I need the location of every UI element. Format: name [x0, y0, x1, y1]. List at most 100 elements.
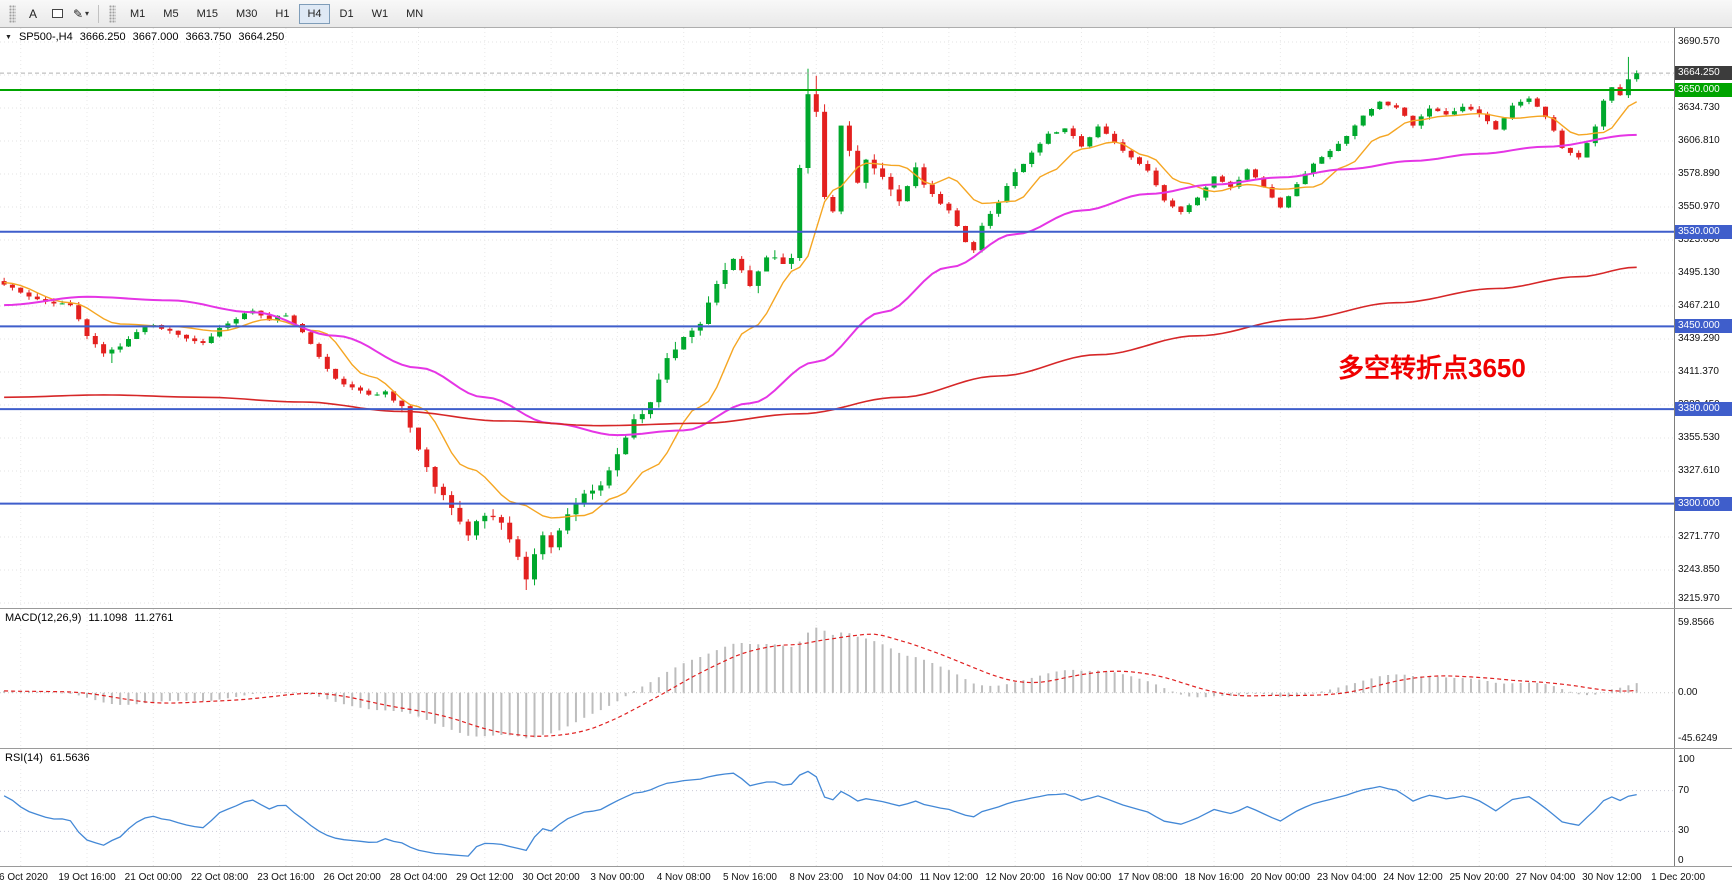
timeframe-button-W1[interactable]: W1: [364, 4, 397, 24]
macd-signal-line: [4, 633, 1637, 737]
rsi-axis-label: 30: [1678, 825, 1690, 837]
macd-axis-label: 0.00: [1678, 686, 1698, 698]
time-axis-label: 24 Nov 12:00: [1383, 872, 1443, 883]
macd-label: MACD(12,26,9) 11.1098 11.2761: [5, 612, 173, 624]
chart-annotation-text[interactable]: 多空转折点3650: [1338, 353, 1526, 383]
rsi-label: RSI(14) 61.5636: [5, 752, 90, 764]
price-axis-label: 3634.730: [1678, 102, 1720, 113]
time-axis-label: 23 Oct 16:00: [257, 872, 315, 883]
timeframe-button-MN[interactable]: MN: [398, 4, 431, 24]
price-axis-label: 3495.130: [1678, 267, 1720, 279]
shapes-tool-button[interactable]: [45, 3, 69, 25]
ohlc-low: 3663.750: [185, 31, 232, 43]
time-axis-label: 17 Nov 08:00: [1118, 872, 1178, 883]
rsi-axis-label: 100: [1678, 754, 1695, 765]
price-axis-label: 3578.890: [1678, 168, 1720, 179]
price-axis-label: 3271.770: [1678, 531, 1720, 543]
ma-slow-red: [4, 266, 1637, 427]
rsi-axis[interactable]: 100 70 30 0: [1674, 749, 1732, 866]
price-axis-label: 3355.530: [1678, 432, 1720, 444]
time-axis[interactable]: 16 Oct 2020 19 Oct 16:00 21 Oct 00:00 22 Oc…: [0, 866, 1732, 894]
price-level-tag-3380.000[interactable]: 3380.000: [1675, 402, 1732, 417]
macd-plot[interactable]: [0, 609, 1674, 748]
time-axis-label: 28 Oct 04:00: [389, 872, 448, 883]
arrow-tool-button[interactable]: A: [21, 3, 45, 25]
price-axis-label: 3550.970: [1678, 201, 1720, 212]
toolbar: A ✎ ▾ M1 M5 M15 M30 H1 H4 D1 W1 MN: [0, 0, 1732, 28]
time-axis-label: 27 Nov 04:00: [1515, 872, 1576, 883]
rsi-axis-label: 0: [1678, 855, 1684, 866]
price-axis-label: 3215.970: [1678, 593, 1720, 604]
ohlc-open: 3666.250: [79, 31, 126, 43]
time-axis-label: 3 Nov 00:00: [590, 872, 645, 883]
macd-axis-label: 59.8566: [1678, 617, 1715, 628]
price-axis-label: 3523.050: [1678, 234, 1720, 246]
macd-histogram: [3, 627, 1638, 739]
macd-value-2: 11.2761: [134, 612, 174, 624]
timeframe-button-H4[interactable]: H4: [299, 3, 330, 24]
time-axis-label: 25 Nov 20:00: [1449, 872, 1510, 883]
time-axis-label: 10 Nov 04:00: [852, 872, 913, 883]
time-axis-label: 12 Nov 20:00: [985, 872, 1045, 883]
macd-axis[interactable]: 59.8566 0.00 -45.6249: [1674, 609, 1732, 748]
time-axis-label: 22 Oct 08:00: [190, 872, 249, 883]
macd-value-1: 11.1098: [88, 612, 128, 624]
candles-layer: [1, 56, 1640, 590]
price-axis-label: 3606.810: [1678, 135, 1720, 146]
time-axis-label: 30 Nov 12:00: [1582, 872, 1642, 883]
timeframe-button-D1[interactable]: D1: [332, 4, 362, 24]
chevron-down-icon[interactable]: ▼: [5, 33, 12, 41]
price-chart-pane: 3690.5703662.6503634.7303606.8103578.890…: [0, 28, 1732, 608]
price-level-tag-3300.000[interactable]: 3300.000: [1675, 496, 1732, 511]
time-axis-label: 30 Oct 20:00: [522, 872, 580, 883]
ma-fast-orange: [4, 101, 1638, 519]
time-axis-label: 4 Nov 08:00: [656, 872, 711, 883]
ohlc-close: 3664.250: [238, 31, 285, 43]
time-axis-label: 1 Dec 20:00: [1651, 872, 1706, 883]
price-axis-label: 3439.290: [1678, 333, 1720, 345]
timeframe-button-M15[interactable]: M15: [189, 4, 226, 24]
time-axis-label: 21 Oct 00:00: [124, 872, 182, 883]
timeframe-button-M1[interactable]: M1: [122, 4, 153, 24]
timeframe-button-M5[interactable]: M5: [155, 4, 186, 24]
draw-tool-dropdown[interactable]: ✎ ▾: [69, 3, 93, 25]
price-plot[interactable]: [0, 28, 1674, 608]
price-level-tag-3650.000[interactable]: 3650.000: [1675, 82, 1732, 97]
time-axis-label: 26 Oct 20:00: [323, 872, 381, 883]
rsi-pane: 100 70 30 0 RSI(14) 61.5636: [0, 748, 1732, 866]
current-price-tag: 3664.250: [1675, 66, 1732, 81]
rsi-name: RSI(14): [5, 752, 43, 764]
rsi-plot[interactable]: [0, 749, 1674, 866]
time-axis-label: 23 Nov 04:00: [1316, 872, 1377, 883]
timeframe-button-H1[interactable]: H1: [267, 4, 297, 24]
time-axis-label: 11 Nov 12:00: [919, 872, 979, 883]
price-axis-label: 3327.610: [1678, 465, 1720, 477]
rectangle-icon: [51, 9, 63, 18]
macd-name: MACD(12,26,9): [5, 612, 82, 624]
ohlc-high: 3667.000: [132, 31, 179, 43]
time-axis-label: 16 Nov 00:00: [1051, 872, 1112, 883]
rsi-line: [3, 770, 1637, 857]
time-axis-label: 5 Nov 16:00: [723, 872, 777, 883]
rsi-value: 61.5636: [49, 752, 90, 764]
toolbar-separator: [98, 4, 99, 23]
price-level-tag-3450.000[interactable]: 3450.000: [1675, 319, 1732, 334]
toolbar-grip[interactable]: [9, 4, 16, 23]
macd-axis-label: -45.6249: [1678, 733, 1718, 744]
timeframe-button-M30[interactable]: M30: [228, 4, 265, 24]
chevron-down-icon: ▾: [85, 9, 90, 18]
price-axis-label: 3690.570: [1678, 36, 1720, 47]
ma-mid-magenta: [4, 133, 1637, 437]
toolbar-grip-2[interactable]: [109, 4, 116, 23]
chart-title: SP500-,H4: [18, 31, 73, 43]
price-axis[interactable]: 3690.5703662.6503634.7303606.8103578.890…: [1674, 28, 1732, 608]
price-level-tag-3530.000[interactable]: 3530.000: [1675, 224, 1732, 239]
time-axis-label: 8 Nov 23:00: [789, 872, 844, 883]
time-axis-label: 19 Oct 16:00: [58, 872, 116, 883]
macd-pane: 59.8566 0.00 -45.6249 MACD(12,26,9) 11.109…: [0, 608, 1732, 748]
pencil-icon: ✎: [72, 6, 84, 21]
timeframe-toolbar: M1 M5 M15 M30 H1 H4 D1 W1 MN: [121, 3, 432, 24]
rsi-axis-label: 70: [1678, 784, 1690, 796]
price-axis-label: 3243.850: [1678, 564, 1720, 576]
